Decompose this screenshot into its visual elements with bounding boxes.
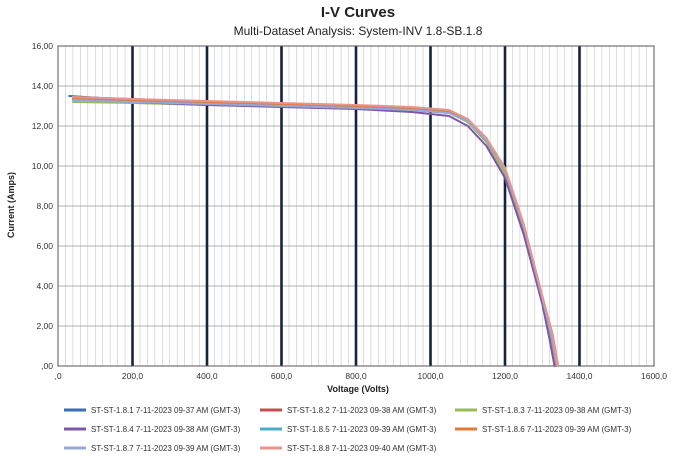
- chart-subtitle: Multi-Dataset Analysis: System-INV 1.8-S…: [234, 24, 483, 38]
- chart-legend: ST-ST-1.8.1 7-11-2023 09-37 AM (GMT-3) ST…: [64, 406, 632, 453]
- y-tick-label: 10,00: [32, 161, 54, 171]
- legend-item-1: ST-ST-1.8.1 7-11-2023 09-37 AM (GMT-3): [64, 406, 241, 415]
- y-tick-label: 12,00: [32, 121, 54, 131]
- legend-item-5: ST-ST-1.8.5 7-11-2023 09-39 AM (GMT-3): [260, 425, 437, 434]
- x-tick-label: 600,0: [271, 371, 293, 381]
- y-tick-label: 14,00: [32, 81, 54, 91]
- x-axis-label: Voltage (Volts): [327, 384, 389, 394]
- y-tick-label: 16,00: [32, 41, 54, 51]
- y-axis-ticks: ,00 2,00 4,00 6,00 8,00 10,00 12,00 14,00 16,00: [32, 41, 54, 371]
- x-tick-label: 1400,0: [567, 371, 593, 381]
- chart-title: I-V Curves: [321, 4, 395, 21]
- legend-label: ST-ST-1.8.2 7-11-2023 09-38 AM (GMT-3): [287, 406, 437, 415]
- y-tick-label: 8,00: [36, 201, 53, 211]
- legend-label: ST-ST-1.8.1 7-11-2023 09-37 AM (GMT-3): [91, 406, 241, 415]
- x-tick-label: 800,0: [345, 371, 367, 381]
- legend-item-6: ST-ST-1.8.6 7-11-2023 09-39 AM (GMT-3): [455, 425, 632, 434]
- legend-item-3: ST-ST-1.8.3 7-11-2023 09-38 AM (GMT-3): [455, 406, 632, 415]
- y-tick-label: ,00: [41, 361, 53, 371]
- y-tick-label: 2,00: [36, 321, 53, 331]
- x-tick-label: 1200,0: [492, 371, 518, 381]
- x-tick-label: 400,0: [196, 371, 218, 381]
- legend-item-7: ST-ST-1.8.7 7-11-2023 09-39 AM (GMT-3): [64, 444, 241, 453]
- series-lines: [68, 95, 560, 367]
- legend-label: ST-ST-1.8.6 7-11-2023 09-39 AM (GMT-3): [482, 425, 632, 434]
- x-axis-ticks: ,0 200,0 400,0 600,0 800,0 1000,0 1200,0 1400,0…: [54, 371, 667, 381]
- legend-label: ST-ST-1.8.7 7-11-2023 09-39 AM (GMT-3): [91, 444, 241, 453]
- x-tick-label: 1600,0: [641, 371, 667, 381]
- series-line-8: [71, 96, 560, 367]
- y-tick-label: 6,00: [36, 241, 53, 251]
- legend-item-4: ST-ST-1.8.4 7-11-2023 09-38 AM (GMT-3): [64, 425, 241, 434]
- y-tick-label: 4,00: [36, 281, 53, 291]
- legend-label: ST-ST-1.8.3 7-11-2023 09-38 AM (GMT-3): [482, 406, 632, 415]
- legend-item-2: ST-ST-1.8.2 7-11-2023 09-38 AM (GMT-3): [260, 406, 437, 415]
- y-axis-label: Current (Amps): [6, 172, 16, 238]
- legend-label: ST-ST-1.8.5 7-11-2023 09-39 AM (GMT-3): [287, 425, 437, 434]
- x-tick-label: 200,0: [122, 371, 144, 381]
- plot-area-frame: [57, 45, 655, 367]
- x-tick-label: 1000,0: [418, 371, 444, 381]
- x-tick-label: ,0: [54, 371, 61, 381]
- legend-item-8: ST-ST-1.8.8 7-11-2023 09-40 AM (GMT-3): [260, 444, 437, 453]
- legend-label: ST-ST-1.8.8 7-11-2023 09-40 AM (GMT-3): [287, 444, 437, 453]
- legend-label: ST-ST-1.8.4 7-11-2023 09-38 AM (GMT-3): [91, 425, 241, 434]
